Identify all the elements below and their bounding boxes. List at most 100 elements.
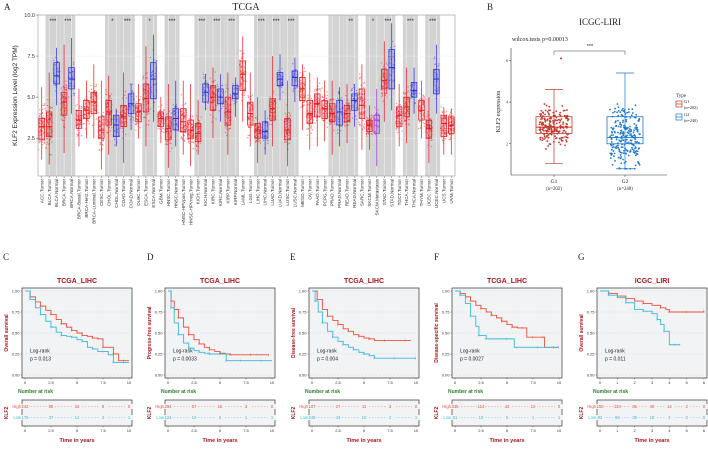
data-point <box>448 114 451 116</box>
data-point <box>45 109 47 112</box>
data-point <box>205 85 208 88</box>
y-tick-label: 1.00 <box>587 289 596 294</box>
data-point <box>39 134 41 136</box>
data-point <box>559 114 562 117</box>
x-tick-label: 0 <box>311 380 314 385</box>
data-point <box>135 118 138 120</box>
data-point <box>191 127 193 129</box>
data-point <box>132 104 134 107</box>
data-point <box>165 141 168 143</box>
x-tick-label: UCEC.Tumor <box>427 179 432 207</box>
data-point <box>635 124 638 127</box>
data-point <box>232 83 234 85</box>
data-point <box>64 88 67 91</box>
data-point <box>213 91 215 94</box>
y-tick-label: 0.50 <box>442 331 451 336</box>
x-tick-label: 5 <box>506 428 509 433</box>
data-point <box>66 89 68 92</box>
data-point <box>72 63 75 65</box>
data-point <box>139 98 141 101</box>
data-point <box>225 101 227 103</box>
x-tick-label: 0 <box>167 428 170 433</box>
data-point <box>174 110 176 112</box>
data-point <box>46 128 49 130</box>
risk-y-label: KLF2 <box>4 407 10 420</box>
data-point <box>169 150 171 153</box>
group-shade <box>105 15 120 176</box>
data-point <box>169 121 171 123</box>
data-point <box>211 90 213 92</box>
data-point <box>72 70 74 73</box>
data-point <box>418 92 421 95</box>
data-point <box>86 115 89 117</box>
data-point <box>168 124 171 127</box>
data-point <box>196 135 198 138</box>
data-point <box>203 86 205 89</box>
box-g2 <box>606 72 644 170</box>
data-point <box>610 130 613 133</box>
data-point <box>433 56 436 58</box>
data-point <box>180 94 183 96</box>
data-point <box>64 107 67 110</box>
significance-label: *** <box>64 19 72 25</box>
x-tick-label: 0 <box>454 428 457 433</box>
data-point <box>106 114 108 116</box>
data-point <box>195 124 198 126</box>
data-point <box>175 106 178 108</box>
data-point <box>46 137 49 140</box>
data-point <box>381 93 383 95</box>
data-point <box>299 107 301 109</box>
data-point <box>385 89 388 91</box>
legend-label: G1 <box>684 99 690 104</box>
data-point <box>230 94 232 97</box>
data-point <box>99 135 102 137</box>
logrank-label: Log-rank <box>605 348 625 354</box>
data-point <box>196 138 198 141</box>
data-point <box>195 143 197 145</box>
data-point <box>629 151 631 153</box>
data-point <box>210 94 213 96</box>
data-point <box>211 102 213 104</box>
data-point <box>399 103 401 106</box>
data-point <box>165 113 168 116</box>
data-point <box>147 107 149 110</box>
data-point <box>225 113 227 116</box>
data-point <box>94 93 97 95</box>
risk-value: 43 <box>336 415 341 420</box>
x-tick-label: BRCA-Basal.Tumor <box>77 179 82 220</box>
data-point <box>202 73 205 75</box>
data-point <box>389 47 392 49</box>
data-point <box>196 124 198 126</box>
x-tick-label: 3 <box>651 428 654 433</box>
data-point <box>225 121 228 124</box>
data-point <box>627 126 629 129</box>
data-point <box>403 120 405 123</box>
data-point <box>243 66 246 68</box>
data-point <box>348 101 350 104</box>
data-point <box>240 85 242 87</box>
data-point <box>321 119 323 121</box>
data-point <box>101 136 104 138</box>
data-point <box>195 136 198 138</box>
data-point <box>94 94 97 96</box>
data-point <box>135 122 138 124</box>
data-point <box>94 85 96 88</box>
data-point <box>617 131 619 134</box>
x-tick-label: KIRP.Normal <box>233 179 238 205</box>
data-point <box>165 131 168 133</box>
data-point <box>619 157 622 160</box>
box-brca-normal <box>67 38 76 114</box>
box <box>232 85 239 100</box>
data-point <box>114 129 116 132</box>
data-point <box>370 117 372 120</box>
data-point <box>153 101 156 103</box>
data-point <box>235 96 238 99</box>
data-point <box>147 101 149 104</box>
data-point <box>620 162 623 165</box>
data-point <box>93 109 96 111</box>
x-tick-label: 10 <box>557 428 562 433</box>
x-tick-label: CESC.Tumor <box>99 179 104 207</box>
y-tick-label: 0.00 <box>442 373 451 378</box>
risk-value: 82 <box>598 415 603 420</box>
data-point <box>148 113 150 115</box>
